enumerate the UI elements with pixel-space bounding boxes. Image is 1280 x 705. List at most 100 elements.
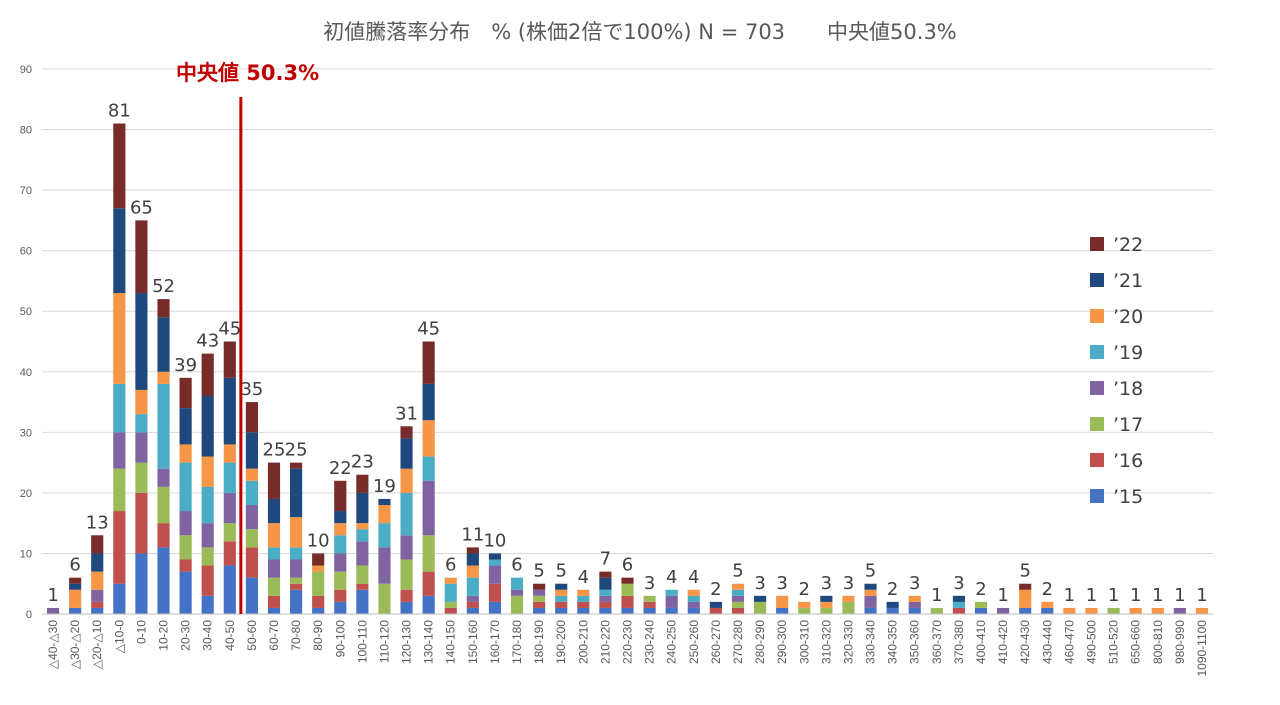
x-tick-label: 250-260 (687, 620, 701, 664)
bar-segment (245, 402, 258, 433)
bar-segment (599, 601, 612, 608)
total-label: 23 (351, 452, 374, 473)
x-tick-label: △20-△10 (90, 620, 104, 669)
bar-segment (135, 220, 148, 294)
bar-segment (113, 208, 126, 294)
bar-segment (400, 535, 413, 560)
bar-segment (577, 601, 590, 608)
total-label: 43 (196, 331, 219, 352)
bar-segment (91, 607, 104, 614)
legend: ’22 ’21 ’20 ’19 ’18 ’17 ’16 ’15 (1090, 234, 1143, 508)
bar-segment (776, 607, 789, 614)
bar-segment (864, 595, 877, 608)
x-tick-label: 400-410 (974, 620, 988, 664)
bar-segment (46, 607, 60, 614)
bar-segment (378, 498, 391, 505)
y-tick-label: 50 (20, 306, 32, 318)
x-tick-label: 50-60 (245, 620, 259, 651)
bar-segment (245, 480, 258, 505)
total-label: 3 (776, 573, 787, 594)
y-tick-label: 90 (20, 64, 32, 76)
bar-segment (422, 595, 435, 614)
bar-segment (157, 468, 170, 487)
total-label: 6 (511, 555, 522, 576)
bar-segment (533, 595, 546, 602)
bar-segment (113, 293, 126, 384)
bar-segment (643, 595, 656, 602)
bar-segment (69, 589, 82, 608)
bar-segment (69, 583, 82, 590)
bar-segment (466, 547, 479, 554)
x-tick-label: 510-520 (1107, 620, 1121, 664)
bar-segment (157, 547, 170, 614)
bar-segment (157, 371, 170, 384)
total-label: 35 (240, 379, 263, 400)
bar-segment (334, 535, 347, 554)
x-tick-label: 1090-1100 (1195, 620, 1209, 677)
bar-segment (952, 607, 965, 614)
bar-segment (223, 492, 236, 524)
bar-segment (245, 468, 258, 481)
bar-segment (422, 456, 435, 481)
total-label: 3 (953, 573, 964, 594)
bar-segment (135, 462, 148, 493)
bar-segment (245, 547, 258, 578)
bar-segment (223, 541, 236, 566)
total-label: 3 (754, 573, 765, 594)
total-label: 2 (1042, 579, 1053, 600)
x-tick-label: 10-20 (157, 620, 171, 651)
bar-segment (179, 444, 192, 463)
bar-segment (466, 601, 479, 608)
bar-segment (1129, 607, 1142, 614)
x-tick-label: 100-110 (355, 620, 369, 663)
bar-segment (201, 565, 214, 596)
total-label: 45 (218, 319, 241, 340)
bar-segment (842, 601, 855, 614)
legend-swatch (1090, 417, 1104, 431)
bar-segment (378, 523, 391, 548)
bar-segment (974, 601, 988, 608)
bar-segment (223, 341, 236, 378)
bar-segment (201, 486, 214, 524)
bar-segment (820, 601, 833, 608)
total-label: 1 (47, 585, 58, 606)
legend-swatch (1090, 237, 1104, 251)
bar-segment (466, 565, 479, 578)
bar-segment (378, 505, 391, 524)
total-label: 19 (373, 476, 396, 497)
bar-segment (422, 535, 435, 572)
bar-segment (113, 468, 126, 512)
gridlines (42, 68, 1213, 615)
bar-segment (334, 601, 347, 614)
x-tick-label: △30-△20 (68, 620, 82, 669)
bar-segment (1019, 583, 1032, 590)
x-tick-label: 30-40 (201, 620, 215, 651)
bar-segment (422, 571, 435, 596)
bar-segment (400, 426, 413, 439)
bar-segment (952, 601, 965, 608)
bar-segment (356, 565, 369, 584)
bar-segment (798, 601, 811, 608)
total-label: 10 (483, 530, 506, 551)
bar-segment (400, 589, 413, 602)
bar-segment (488, 565, 502, 584)
bar-segment (290, 468, 303, 518)
bar-segment (312, 553, 325, 566)
total-label: 81 (108, 101, 131, 122)
x-tick-label: 430-440 (1040, 620, 1054, 664)
x-tick-label: △40-△30 (46, 620, 60, 669)
bar-segment (709, 601, 722, 608)
bar-segment (577, 607, 590, 614)
total-label: 2 (710, 579, 721, 600)
total-label: 6 (69, 555, 80, 576)
x-tick-label: 360-370 (930, 620, 944, 664)
bar-segment (533, 601, 546, 608)
bar-segment (267, 523, 281, 548)
bar-segment (312, 607, 325, 614)
bar-segment (886, 601, 899, 608)
x-tick-label: 280-290 (753, 620, 767, 664)
y-tick-label: 80 (20, 125, 32, 137)
bar-segment (267, 595, 281, 608)
bar-segment (179, 571, 192, 614)
total-label: 1 (1152, 585, 1163, 606)
